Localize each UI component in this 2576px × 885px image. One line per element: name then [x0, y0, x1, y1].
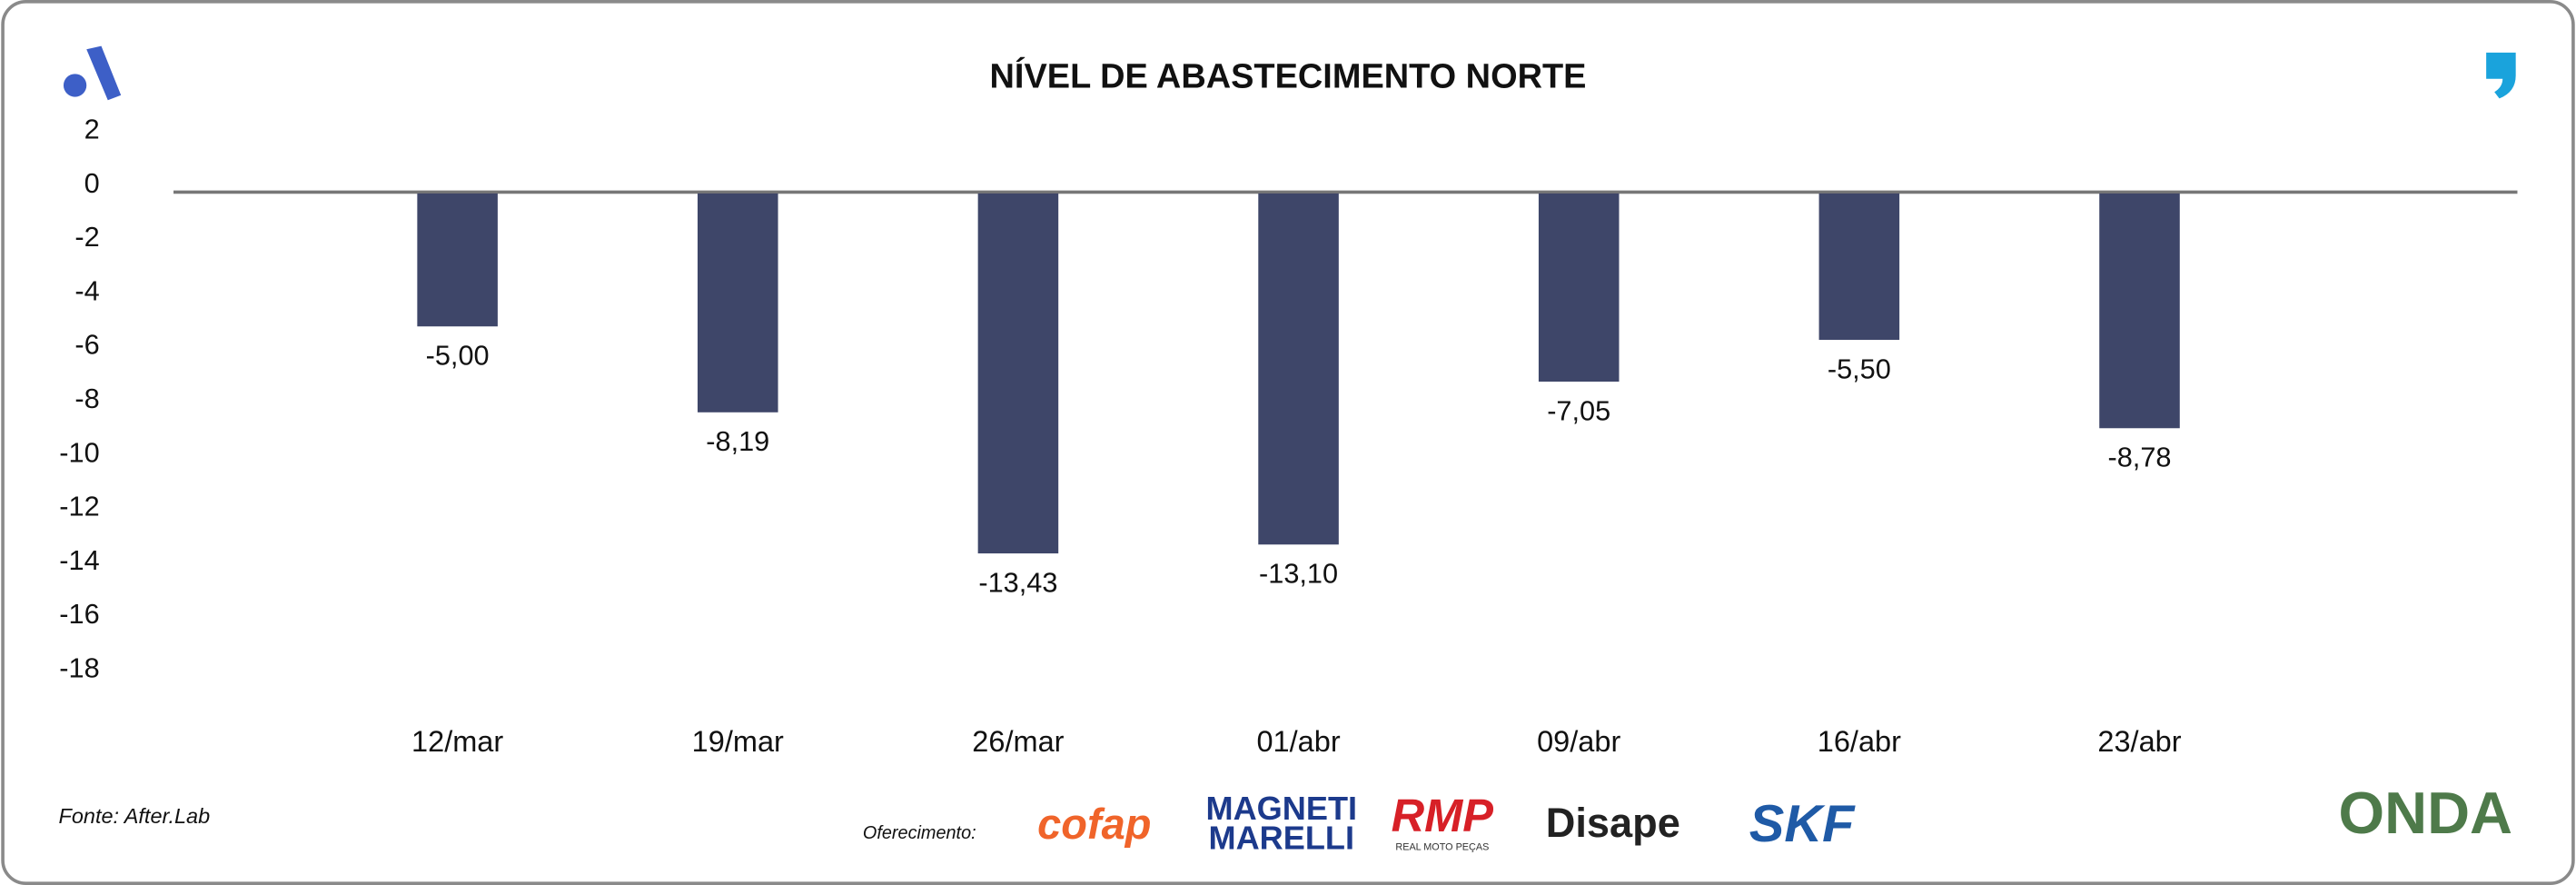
- value-label: -8,78: [2108, 442, 2172, 473]
- sponsor-logo: MARELLI: [1208, 820, 1354, 857]
- y-tick-label: -16: [59, 598, 99, 630]
- bar: [1258, 193, 1339, 545]
- y-tick-label: -8: [74, 383, 99, 414]
- y-tick-label: -14: [59, 544, 99, 576]
- value-label: -13,10: [1259, 558, 1338, 590]
- y-tick-label: -4: [74, 274, 99, 306]
- x-tick-label: 26/mar: [972, 725, 1064, 758]
- value-label: -13,43: [978, 567, 1057, 599]
- x-tick-label: 19/mar: [692, 725, 784, 758]
- sponsor-logo: Disape: [1546, 800, 1680, 846]
- bar: [698, 193, 778, 413]
- bar: [977, 193, 1059, 554]
- value-label: -8,19: [706, 425, 769, 457]
- bar: [1818, 193, 1900, 341]
- brand-logo: ONDA: [2339, 780, 2513, 846]
- sponsor-logo: MAGNETI: [1205, 790, 1357, 827]
- y-tick-label: -6: [74, 329, 99, 361]
- y-tick-label: 0: [84, 167, 100, 199]
- x-tick-label: 01/abr: [1256, 725, 1340, 758]
- bar: [2099, 193, 2180, 429]
- value-label: -5,00: [426, 340, 490, 372]
- y-tick-label: 2: [84, 114, 100, 145]
- sponsor-logo: RMP: [1392, 790, 1494, 841]
- y-tick-label: -10: [59, 436, 99, 468]
- x-tick-label: 23/abr: [2097, 725, 2181, 758]
- logo-a: [63, 45, 122, 101]
- value-label: -7,05: [1547, 394, 1610, 426]
- y-tick-label: -12: [59, 491, 99, 522]
- sponsor-label: Oferecimento:: [863, 823, 976, 843]
- x-tick-label: 09/abr: [1537, 725, 1620, 758]
- x-tick-label: 12/mar: [411, 725, 503, 758]
- bar: [1538, 193, 1620, 382]
- bar: [417, 193, 498, 327]
- sponsor-logo: SKF: [1749, 795, 1856, 853]
- sponsor-logo: cofap: [1037, 800, 1151, 848]
- x-tick-label: 16/abr: [1818, 725, 1901, 758]
- y-tick-label: -2: [74, 221, 99, 253]
- sponsor-tagline: REAL MOTO PEÇAS: [1395, 841, 1489, 852]
- chart-title: NÍVEL DE ABASTECIMENTO NORTE: [990, 56, 1587, 96]
- value-label: -5,50: [1828, 353, 1891, 385]
- quote-icon: [2486, 52, 2516, 99]
- y-tick-label: -18: [59, 651, 99, 683]
- source: Fonte: After.Lab: [59, 804, 211, 828]
